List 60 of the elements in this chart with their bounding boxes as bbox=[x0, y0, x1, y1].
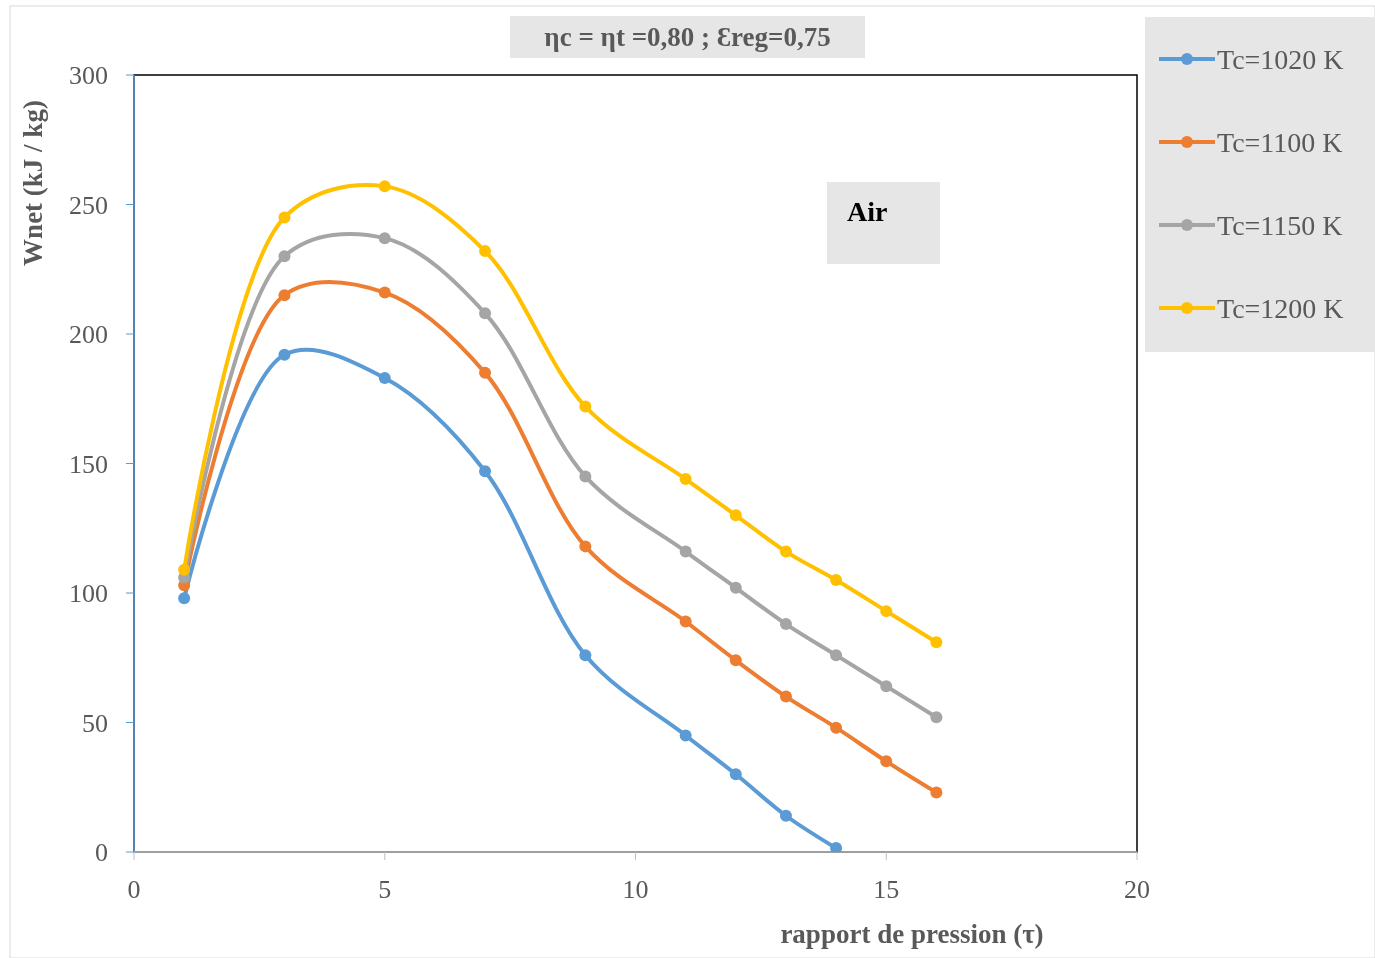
point bbox=[679, 615, 692, 628]
point bbox=[729, 768, 742, 781]
legend-label: Tc=1100 K bbox=[1217, 126, 1343, 158]
point bbox=[679, 729, 692, 742]
point bbox=[830, 842, 843, 852]
legend-label: Tc=1200 K bbox=[1217, 292, 1344, 324]
point bbox=[930, 711, 943, 724]
annotation: Air bbox=[847, 196, 888, 227]
legend-label: Tc=1150 K bbox=[1217, 209, 1343, 241]
x-tick-label: 5 bbox=[378, 875, 392, 904]
point bbox=[729, 654, 742, 667]
point bbox=[579, 649, 592, 662]
point bbox=[178, 563, 191, 576]
x-tick-label: 10 bbox=[622, 875, 649, 904]
point bbox=[729, 509, 742, 522]
y-tick-label: 0 bbox=[95, 838, 108, 868]
point bbox=[579, 400, 592, 413]
point bbox=[278, 289, 291, 302]
y-tick-label: 50 bbox=[82, 708, 108, 738]
x-tick-label: 15 bbox=[873, 875, 900, 904]
y-tick-label: 150 bbox=[69, 449, 108, 479]
point bbox=[830, 649, 843, 662]
point bbox=[178, 592, 191, 605]
y-tick-label: 200 bbox=[69, 320, 108, 350]
point bbox=[378, 372, 391, 385]
chart-title: ηc = ηt =0,80 ; Ɛreg=0,75 bbox=[544, 22, 831, 52]
point bbox=[830, 721, 843, 734]
point bbox=[579, 470, 592, 483]
y-tick-label: 300 bbox=[69, 61, 108, 91]
point bbox=[579, 540, 592, 553]
point bbox=[880, 755, 893, 768]
point bbox=[479, 307, 492, 320]
x-axis-title: rapport de pression (τ) bbox=[780, 919, 1044, 949]
point bbox=[378, 286, 391, 299]
point bbox=[378, 180, 391, 193]
point bbox=[278, 348, 291, 361]
point bbox=[378, 232, 391, 245]
point bbox=[930, 636, 943, 649]
point bbox=[779, 545, 792, 558]
point bbox=[779, 618, 792, 631]
point bbox=[679, 473, 692, 486]
point bbox=[880, 680, 893, 693]
point bbox=[779, 809, 792, 822]
point bbox=[779, 690, 792, 703]
y-tick-label: 100 bbox=[69, 579, 108, 609]
point bbox=[278, 250, 291, 263]
point bbox=[278, 211, 291, 224]
y-tick-label: 250 bbox=[69, 190, 108, 220]
point bbox=[479, 245, 492, 258]
point bbox=[679, 545, 692, 558]
point bbox=[479, 366, 492, 379]
point bbox=[729, 581, 742, 594]
point bbox=[830, 574, 843, 587]
legend-label: Tc=1020 K bbox=[1217, 43, 1344, 75]
point bbox=[479, 465, 492, 478]
point bbox=[880, 605, 893, 618]
point bbox=[930, 786, 943, 799]
x-tick-label: 0 bbox=[127, 875, 141, 904]
x-tick-label: 20 bbox=[1124, 875, 1150, 904]
y-axis-title: Wnet (kJ / kg) bbox=[18, 100, 48, 266]
